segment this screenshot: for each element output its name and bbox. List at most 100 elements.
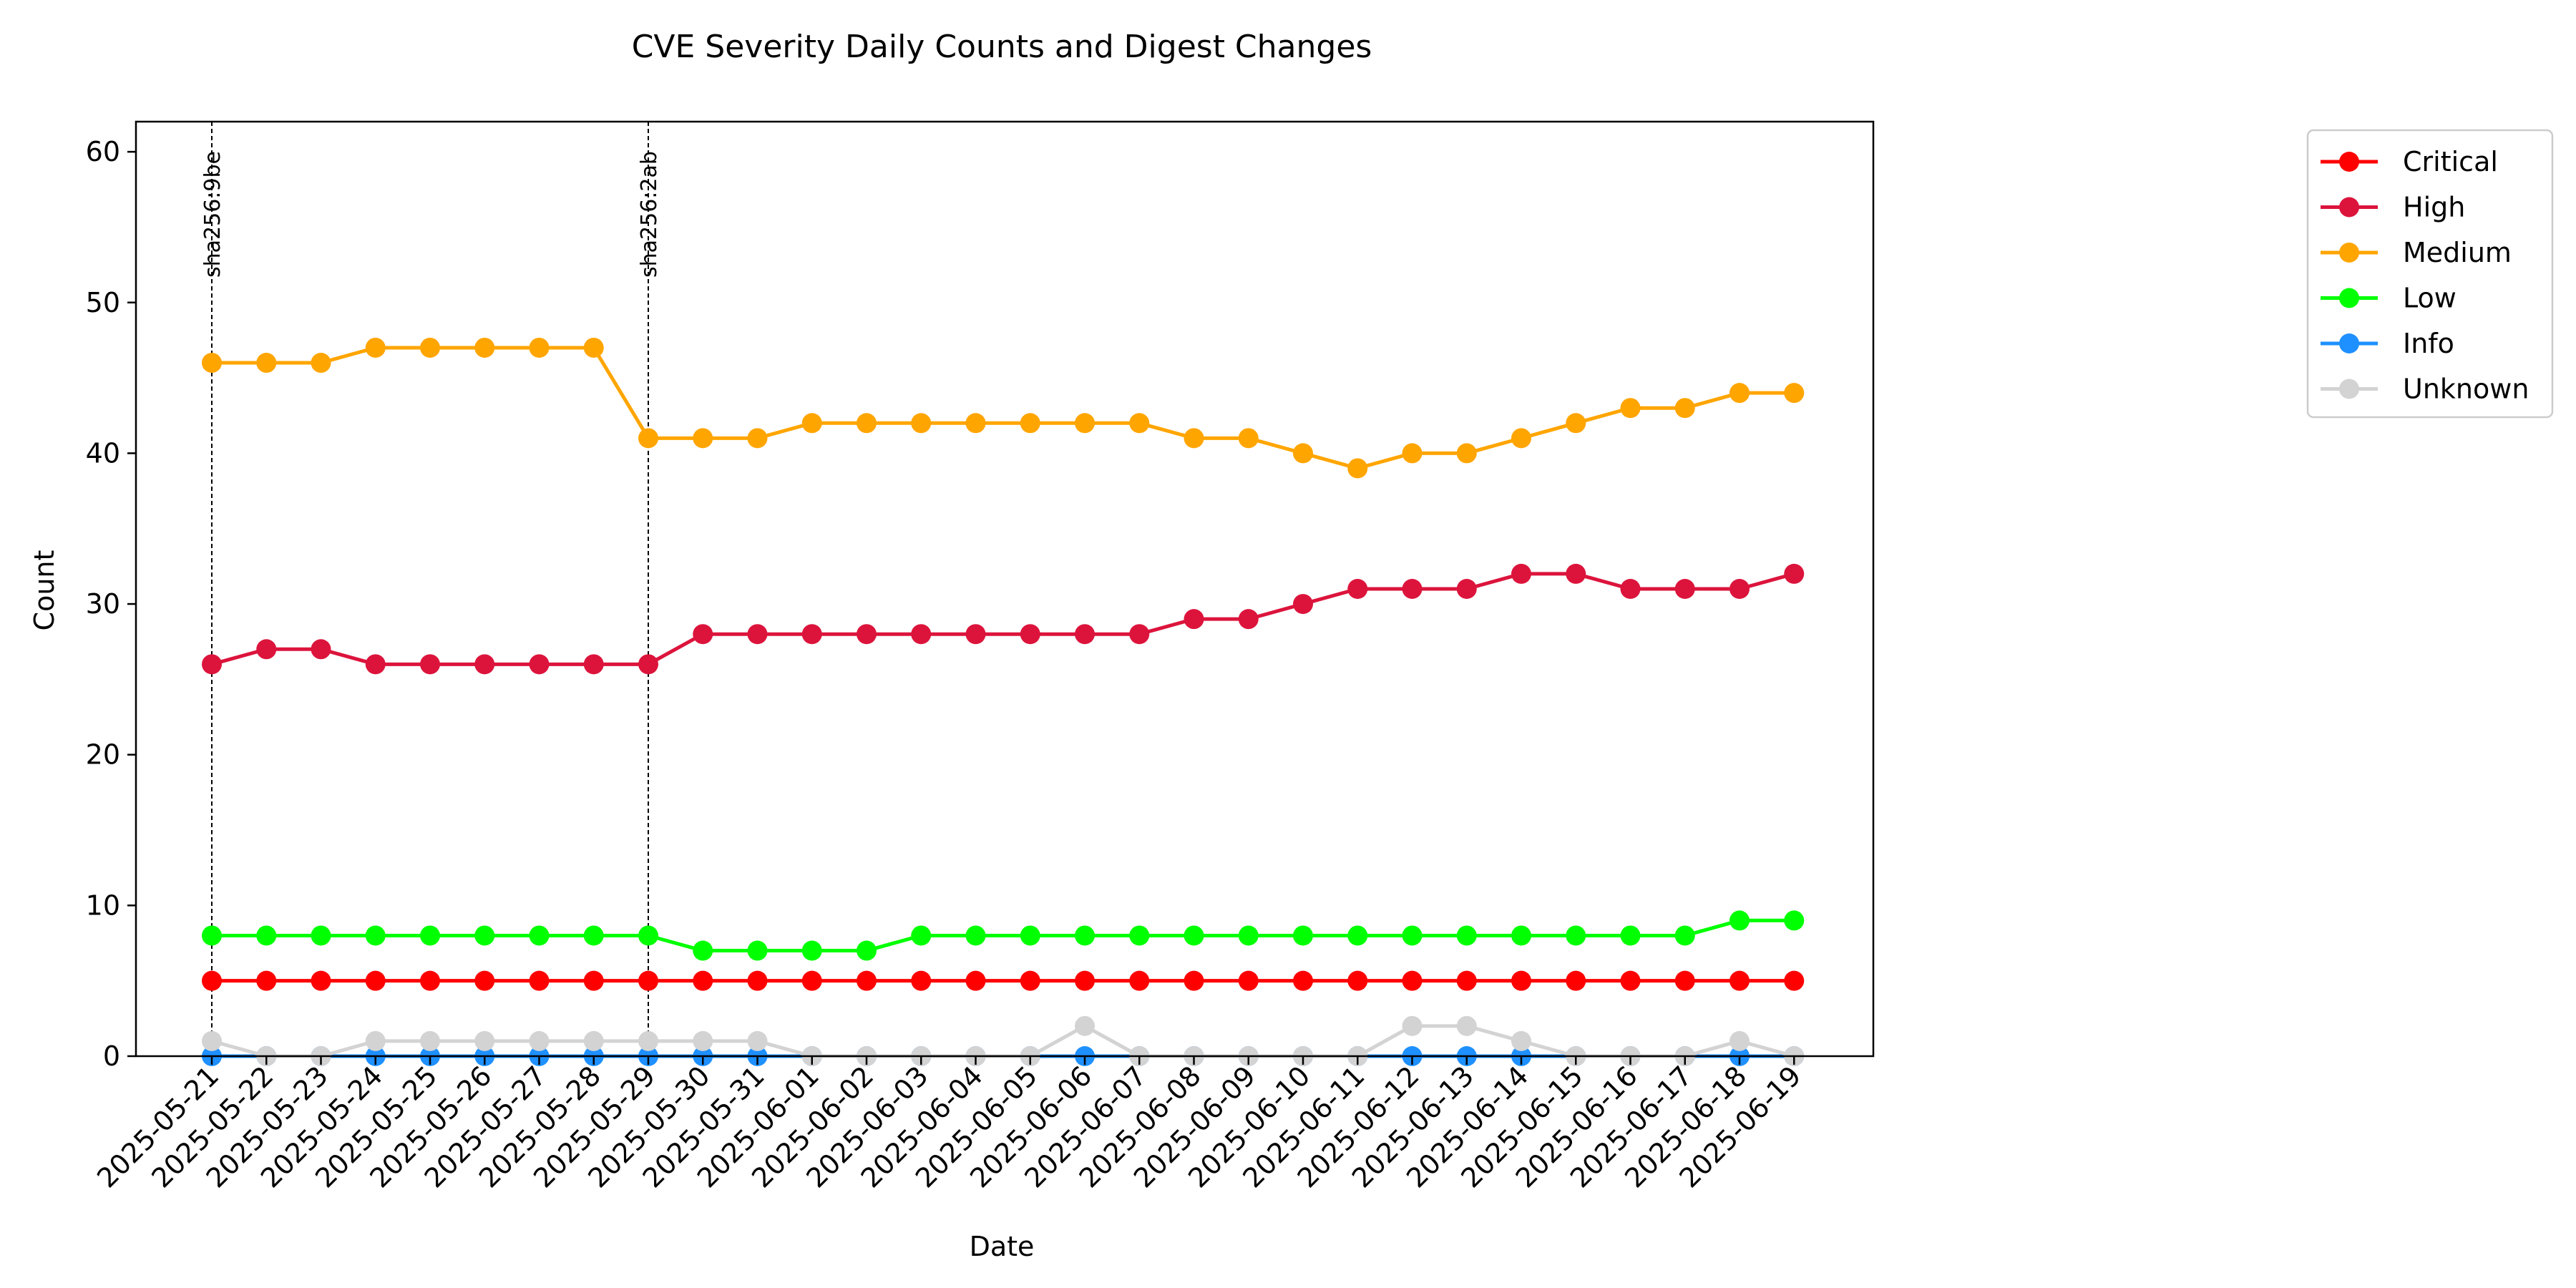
point-high-15	[1020, 624, 1040, 645]
axes-frame	[135, 120, 1875, 1058]
point-low-3	[365, 925, 386, 946]
point-medium-27	[1674, 398, 1695, 419]
legend-label-info: Info	[2403, 328, 2454, 359]
point-medium-14	[965, 413, 986, 434]
point-high-2	[311, 639, 331, 660]
point-medium-9	[693, 428, 713, 449]
point-high-0	[202, 654, 222, 675]
legend-item-critical: Critical	[2321, 146, 2498, 177]
point-low-18	[1184, 925, 1204, 946]
series-line-unknown	[211, 1024, 1795, 1058]
point-critical-22	[1402, 970, 1423, 991]
point-unknown-3	[365, 1030, 386, 1051]
point-high-24	[1511, 563, 1531, 584]
point-low-5	[474, 925, 495, 946]
legend-item-unknown: Unknown	[2321, 374, 2529, 405]
point-medium-3	[365, 337, 386, 358]
point-unknown-16	[1075, 1015, 1095, 1036]
point-low-11	[801, 940, 822, 961]
point-high-29	[1784, 563, 1805, 584]
point-critical-21	[1347, 970, 1368, 991]
point-high-4	[420, 654, 440, 675]
point-high-27	[1674, 579, 1695, 599]
point-high-9	[693, 624, 713, 645]
point-critical-23	[1456, 970, 1477, 991]
point-unknown-6	[529, 1030, 550, 1051]
point-high-7	[583, 654, 604, 675]
point-low-6	[529, 925, 550, 946]
annotation-label-1: sha256:2ab	[637, 151, 662, 278]
series-line-high	[211, 572, 1795, 666]
point-high-22	[1402, 579, 1423, 599]
legend-marker-low	[2339, 288, 2359, 308]
point-critical-13	[911, 970, 932, 991]
point-medium-23	[1456, 443, 1477, 464]
series-line-medium	[212, 346, 1795, 470]
legend-marker-unknown	[2339, 379, 2359, 399]
point-medium-15	[1020, 413, 1040, 434]
point-unknown-10	[747, 1030, 768, 1051]
point-medium-4	[420, 337, 440, 358]
point-critical-7	[583, 970, 604, 991]
point-medium-7	[583, 337, 604, 358]
point-low-13	[911, 925, 932, 946]
point-low-19	[1238, 925, 1259, 946]
point-unknown-4	[420, 1030, 440, 1051]
point-critical-16	[1075, 970, 1095, 991]
point-high-10	[747, 624, 768, 645]
series-line-low	[212, 918, 1795, 953]
point-low-7	[583, 925, 604, 946]
point-critical-0	[202, 970, 222, 991]
point-critical-18	[1184, 970, 1204, 991]
point-medium-5	[474, 337, 495, 358]
point-critical-20	[1293, 970, 1313, 991]
point-medium-6	[529, 337, 550, 358]
point-medium-18	[1184, 428, 1204, 449]
point-high-3	[365, 654, 386, 675]
point-critical-28	[1729, 970, 1750, 991]
legend-marker-critical	[2339, 152, 2359, 172]
point-unknown-5	[474, 1030, 495, 1051]
x-axis-label: Date	[970, 1231, 1035, 1262]
y-tick-label-30: 30	[86, 588, 120, 620]
point-low-20	[1293, 925, 1313, 946]
point-medium-12	[857, 413, 877, 434]
series-high	[202, 563, 1805, 675]
legend-marker-high	[2339, 197, 2359, 218]
point-low-9	[693, 940, 713, 961]
point-medium-16	[1075, 413, 1095, 434]
point-critical-27	[1674, 970, 1695, 991]
point-critical-14	[965, 970, 986, 991]
point-medium-11	[801, 413, 822, 434]
point-medium-19	[1238, 428, 1259, 449]
point-medium-24	[1511, 428, 1531, 449]
point-critical-5	[474, 970, 495, 991]
point-high-14	[965, 624, 986, 645]
point-critical-1	[256, 970, 277, 991]
point-high-8	[638, 654, 658, 675]
y-tick-label-60: 60	[86, 136, 120, 167]
legend-label-high: High	[2403, 192, 2465, 223]
point-medium-25	[1566, 413, 1586, 434]
point-high-1	[256, 639, 277, 660]
point-medium-1	[256, 353, 277, 374]
point-critical-4	[420, 970, 440, 991]
point-low-2	[311, 925, 331, 946]
point-low-12	[857, 940, 877, 961]
point-unknown-7	[583, 1030, 604, 1051]
point-medium-13	[911, 413, 932, 434]
point-low-10	[747, 940, 768, 961]
point-high-21	[1347, 579, 1368, 599]
point-low-22	[1402, 925, 1423, 946]
point-unknown-22	[1402, 1015, 1423, 1036]
point-medium-29	[1784, 383, 1805, 404]
point-low-8	[638, 925, 658, 946]
point-critical-29	[1784, 970, 1805, 991]
point-high-20	[1293, 594, 1313, 615]
point-critical-10	[747, 970, 768, 991]
point-low-26	[1620, 925, 1641, 946]
point-low-27	[1674, 925, 1695, 946]
point-medium-8	[638, 428, 658, 449]
point-low-0	[202, 925, 222, 946]
point-unknown-9	[693, 1030, 713, 1051]
